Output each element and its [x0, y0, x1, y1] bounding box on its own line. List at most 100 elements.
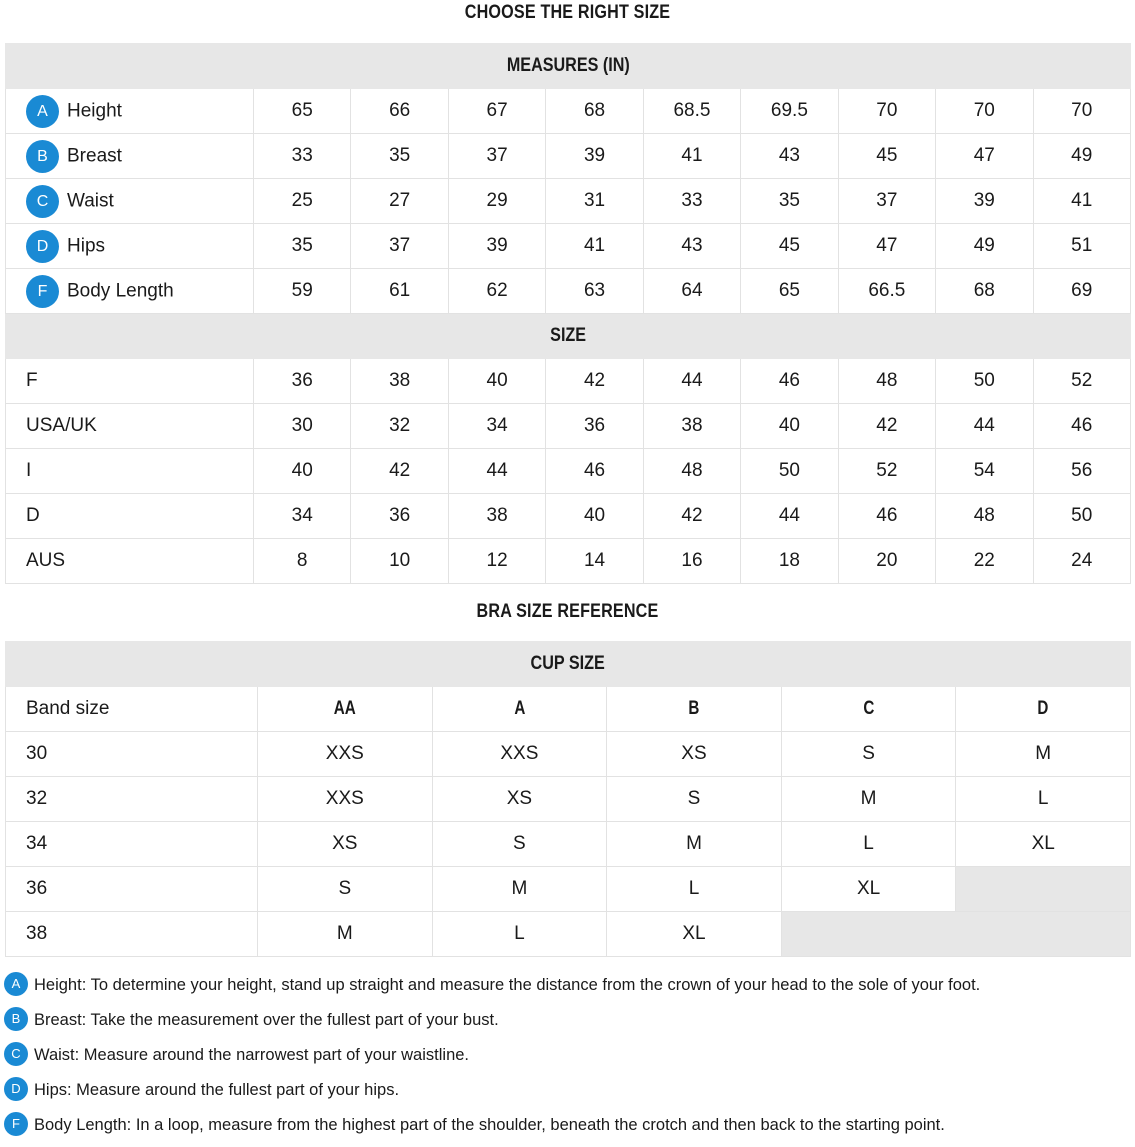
band-row: 34 XS S M L XL [5, 821, 1131, 867]
cup-size-header-cell: CUP SIZE [5, 641, 1131, 687]
measure-row: B Breast 33 35 37 39 41 43 45 47 49 [5, 133, 1131, 179]
bra-size-value: L [955, 776, 1131, 822]
size-value: 36 [252, 358, 352, 404]
band-value: 36 [5, 866, 258, 912]
size-value: 46 [740, 358, 839, 404]
cup-label-cell: B [606, 686, 782, 732]
measure-value: 69 [1032, 268, 1131, 314]
size-row: AUS 8 10 12 14 16 18 20 22 24 [5, 538, 1131, 584]
measure-value: 70 [935, 88, 1034, 134]
bra-size-value: M [257, 911, 433, 957]
band-row: 32 XXS XS S M L [5, 776, 1131, 822]
measure-value: 68 [545, 88, 644, 134]
cup-label: C [863, 698, 875, 719]
size-value: 52 [837, 448, 937, 494]
note-text: Waist: Measure around the narrowest part… [34, 1046, 470, 1064]
cup-label-cell: D [955, 686, 1131, 732]
size-value: 32 [350, 403, 449, 449]
bra-section-title: BRA SIZE REFERENCE [476, 601, 659, 622]
size-value: 44 [740, 493, 839, 539]
measure-value: 37 [837, 178, 937, 224]
bra-size-value: S [606, 776, 782, 822]
measure-value: 70 [1032, 88, 1131, 134]
page-title: CHOOSE THE RIGHT SIZE [464, 2, 671, 23]
measures-header-label: MEASURES (IN) [506, 55, 630, 76]
size-value: 50 [740, 448, 839, 494]
band-value: 38 [5, 911, 258, 957]
bra-size-value: XS [431, 776, 608, 822]
size-value: 16 [642, 538, 742, 584]
measure-label-cell: F Body Length [5, 268, 254, 314]
measures-header-cell: MEASURES (IN) [5, 43, 1131, 89]
measure-value: 41 [1032, 178, 1131, 224]
measure-value: 37 [350, 223, 449, 269]
measure-value: 35 [252, 223, 352, 269]
size-value: 44 [935, 403, 1034, 449]
measure-value: 49 [1032, 133, 1131, 179]
size-value: 34 [252, 493, 352, 539]
size-value: 36 [545, 403, 644, 449]
badge-f-icon: F [4, 1112, 28, 1136]
size-value: 38 [447, 493, 547, 539]
bra-size-value: L [431, 911, 608, 957]
measure-label: Hips [67, 235, 106, 257]
measure-label-cell: D Hips [5, 223, 254, 269]
band-row: 38 M L XL [5, 911, 1132, 957]
note-item: F Body Length: In a loop, measure from th… [4, 1112, 980, 1147]
measure-value: 39 [447, 223, 547, 269]
empty-cell [955, 866, 1131, 912]
size-value: 46 [545, 448, 644, 494]
cup-label-cell: A [431, 686, 608, 732]
size-chart-table: MEASURES (IN) A Height 65 66 67 68 68.5 69.5 70 70… [5, 43, 1131, 584]
size-value: 42 [837, 403, 937, 449]
size-value: 44 [447, 448, 547, 494]
bra-size-value: XS [606, 731, 782, 777]
band-row: 30 XXS XXS XS S M [5, 731, 1131, 777]
measure-label-cell: B Breast [5, 133, 254, 179]
bra-size-value: XL [606, 911, 782, 957]
bra-size-value: M [780, 776, 957, 822]
badge-c-icon: C [4, 1042, 28, 1066]
measure-value: 29 [447, 178, 547, 224]
measure-label: Height [67, 100, 122, 122]
size-row: F 36 38 40 42 44 46 48 50 52 [5, 358, 1131, 404]
bra-size-value: S [780, 731, 957, 777]
measure-value: 61 [350, 268, 449, 314]
size-header-label: SIZE [550, 325, 586, 346]
size-value: 42 [545, 358, 644, 404]
size-value: 36 [350, 493, 449, 539]
measure-row: C Waist 25 27 29 31 33 35 37 39 41 [5, 178, 1131, 224]
size-value: 10 [350, 538, 449, 584]
size-header-cell: SIZE [5, 313, 1131, 359]
measure-value: 68.5 [642, 88, 742, 134]
size-value: 18 [740, 538, 839, 584]
measure-label: Body Length [67, 280, 174, 302]
band-value: 34 [5, 821, 258, 867]
measure-value: 70 [837, 88, 937, 134]
note-text: Body Length: In a loop, measure from the… [34, 1116, 945, 1134]
badge-d-icon: D [26, 229, 59, 263]
measure-row: D Hips 35 37 39 41 43 45 47 49 51 [5, 223, 1131, 269]
size-row: I 40 42 44 46 48 50 52 54 56 [5, 448, 1131, 494]
badge-a-icon: A [26, 94, 59, 128]
measure-value: 39 [935, 178, 1034, 224]
bra-size-value: XL [780, 866, 957, 912]
size-value: 42 [642, 493, 742, 539]
bra-size-value: S [431, 821, 608, 867]
cup-label: D [1037, 698, 1049, 719]
size-value: 46 [837, 493, 937, 539]
bra-size-value: XXS [257, 731, 433, 777]
size-value: 38 [642, 403, 742, 449]
note-item: A Height: To determine your height, stand… [4, 972, 980, 1007]
size-value: 48 [837, 358, 937, 404]
size-value: 20 [837, 538, 937, 584]
measure-value: 25 [252, 178, 352, 224]
measure-row: F Body Length 59 61 62 63 64 65 66.5 68 69 [5, 268, 1131, 314]
measure-value: 49 [935, 223, 1034, 269]
measure-label-cell: A Height [5, 88, 254, 134]
bra-size-value: M [606, 821, 782, 867]
measure-value: 66.5 [837, 268, 937, 314]
bra-size-value: M [431, 866, 608, 912]
bra-size-value: S [257, 866, 433, 912]
measure-value: 35 [350, 133, 449, 179]
